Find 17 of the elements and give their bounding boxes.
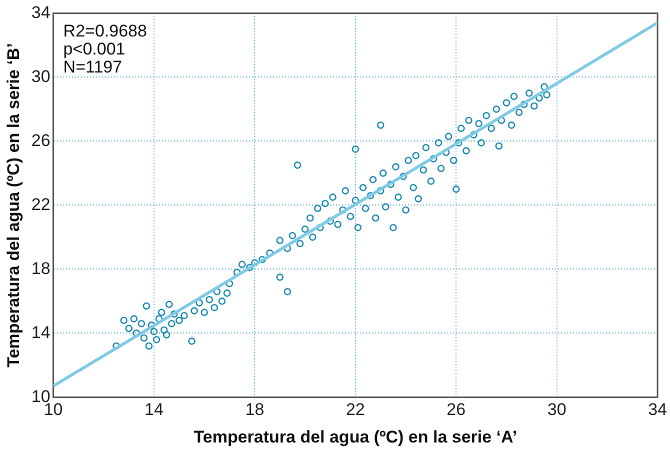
annotation: p<0.001 <box>63 39 126 58</box>
y-tick-label: 26 <box>31 130 50 150</box>
x-tick-label: 18 <box>245 400 264 420</box>
x-tick-label: 14 <box>144 400 164 420</box>
y-axis-title: Temperatura del agua (ºC) en la serie ‘B’ <box>4 43 23 368</box>
x-tick-label: 34 <box>648 400 668 420</box>
x-tick-label: 30 <box>547 400 566 420</box>
y-tick-label: 34 <box>31 2 50 22</box>
annotation: N=1197 <box>63 57 122 76</box>
x-tick-label: 26 <box>446 400 466 420</box>
y-tick-label: 22 <box>31 194 50 214</box>
x-axis-title: Temperatura del agua (ºC) en la serie ‘A’ <box>194 427 518 446</box>
y-tick-label: 18 <box>31 258 50 278</box>
x-tick-label: 22 <box>346 400 365 420</box>
y-tick-label: 14 <box>31 322 50 342</box>
y-tick-label: 30 <box>31 66 50 86</box>
annotation: R2=0.9688 <box>63 21 147 40</box>
